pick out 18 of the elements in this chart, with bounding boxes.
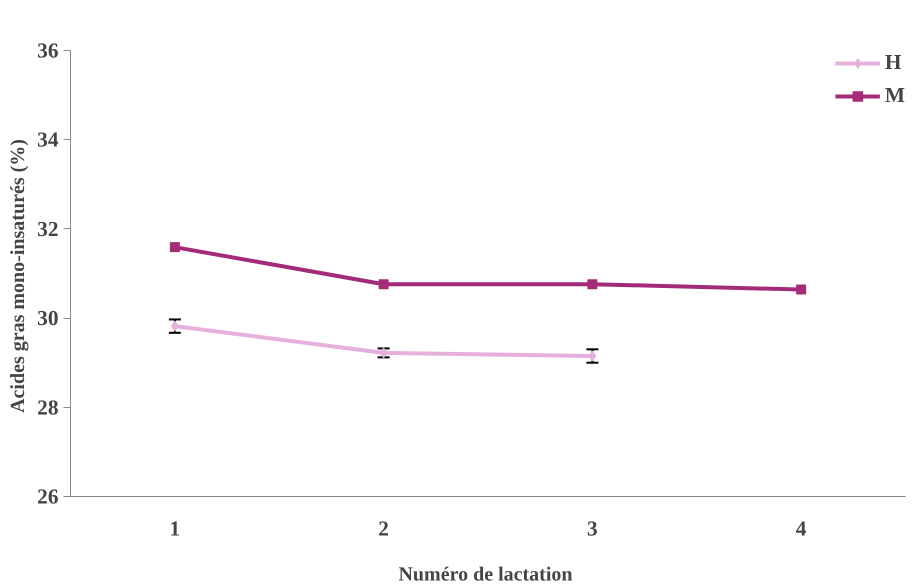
y-tick-label: 28 xyxy=(37,395,58,420)
legend-label: M xyxy=(884,83,905,108)
x-axis-title: Numéro de lactation xyxy=(398,564,573,586)
y-tick-label: 32 xyxy=(37,216,58,241)
x-tick-label: 2 xyxy=(378,516,389,540)
point xyxy=(170,242,180,252)
point xyxy=(378,279,389,290)
y-axis-title: Acides gras mono-insaturés (%) xyxy=(7,139,30,413)
y-tick-label: 30 xyxy=(37,306,58,330)
x-tick-label: 1 xyxy=(170,516,180,540)
x-tick-label: 3 xyxy=(587,516,598,540)
legend-label: H xyxy=(884,50,902,75)
y-tick-label: 26 xyxy=(37,484,59,508)
y-tick-label: 36 xyxy=(37,38,59,62)
x-tick-label: 4 xyxy=(796,516,807,540)
y-tick-label: 34 xyxy=(37,128,59,152)
point xyxy=(796,284,806,295)
point xyxy=(587,279,598,290)
